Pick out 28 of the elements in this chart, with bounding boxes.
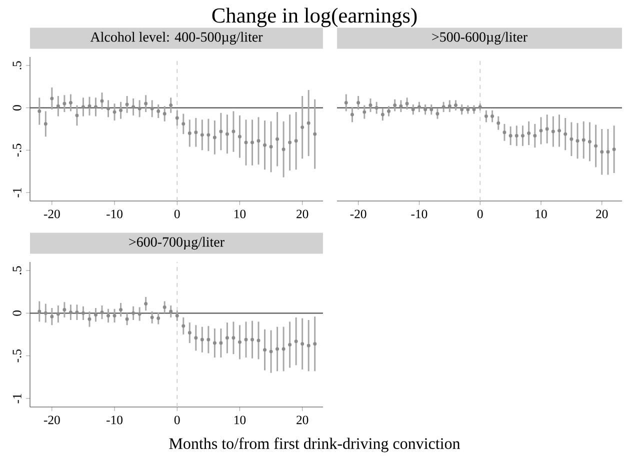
x-tick-label: -10 — [106, 416, 122, 424]
x-tick-label: -20 — [350, 210, 366, 218]
y-tick-label: -1 — [12, 188, 22, 198]
y-tick-label: 0 — [12, 310, 22, 316]
y-tick-label: -1 — [12, 394, 22, 404]
x-axis-title: Months to/from first drink-driving conviction — [169, 438, 460, 452]
x-tick-label: -10 — [106, 210, 122, 218]
x-tick-label: 10 — [234, 416, 246, 424]
y-tick-label: -.5 — [12, 349, 22, 362]
x-tick-label: 10 — [536, 210, 547, 218]
y-tick-label: 0 — [12, 105, 22, 111]
chart-subtitle: Alcohol level: 400-500µg/liter — [90, 32, 263, 45]
chart-subtitle: >500-600µg/liter — [432, 32, 528, 45]
y-tick-label: .5 — [12, 61, 22, 70]
x-tick-label: -10 — [411, 210, 428, 218]
x-tick-label: 20 — [296, 416, 308, 424]
x-tick-label: 0 — [174, 210, 180, 218]
y-tick-label: -.5 — [12, 144, 22, 157]
x-tick-label: -20 — [44, 210, 60, 218]
x-tick-label: 0 — [477, 210, 483, 218]
y-tick-label: .5 — [12, 266, 22, 274]
x-tick-label: 20 — [296, 210, 308, 218]
x-tick-label: 10 — [234, 210, 246, 218]
chart-subtitle: >600-700µg/liter — [129, 236, 224, 250]
x-tick-label: 0 — [174, 416, 180, 424]
chart-title: Change in log(earnings) — [212, 8, 417, 28]
x-tick-label: 20 — [596, 210, 608, 218]
x-tick-label: -20 — [44, 416, 60, 424]
